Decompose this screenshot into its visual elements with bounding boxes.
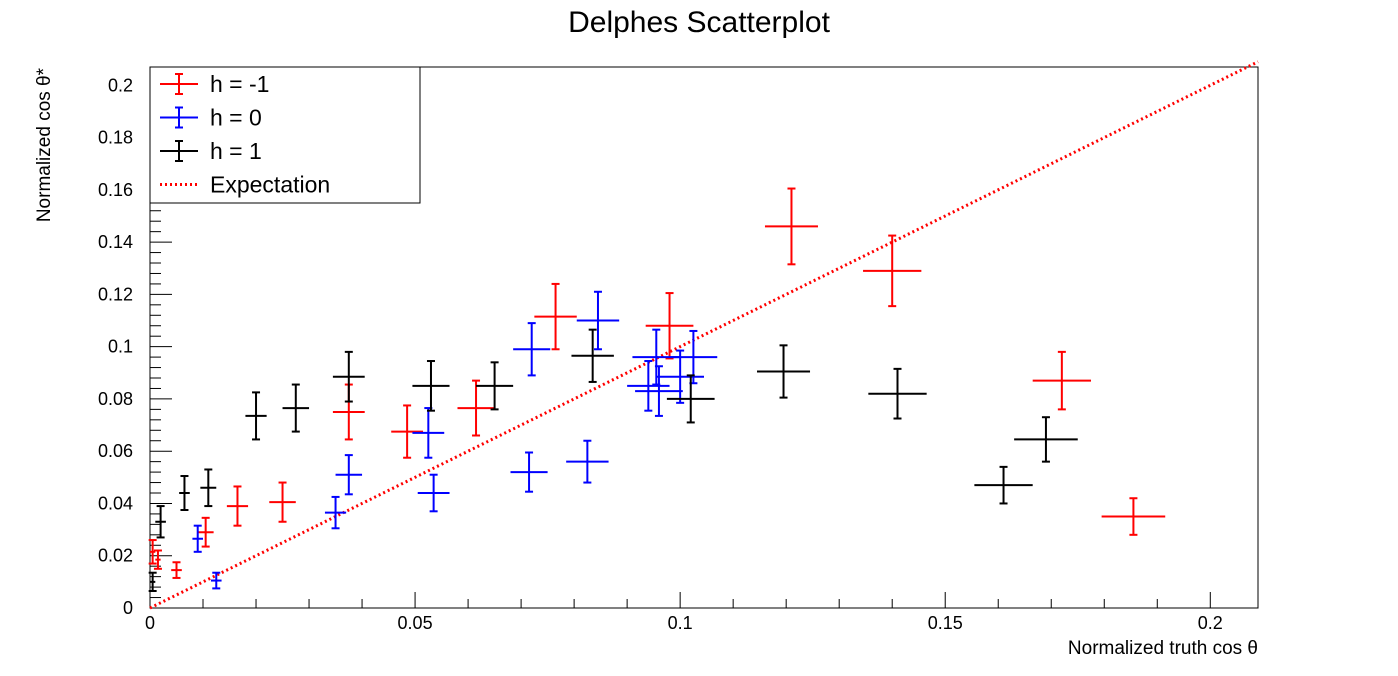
data-point bbox=[179, 475, 190, 511]
data-point bbox=[148, 571, 157, 593]
legend-marker bbox=[160, 140, 198, 162]
data-point bbox=[566, 439, 609, 484]
data-point bbox=[1101, 497, 1166, 536]
series-0 bbox=[148, 187, 1166, 579]
data-point bbox=[153, 549, 162, 570]
data-point bbox=[476, 361, 514, 411]
legend-marker bbox=[160, 106, 198, 129]
data-point bbox=[510, 451, 548, 493]
data-point bbox=[412, 360, 450, 412]
data-point bbox=[226, 485, 249, 527]
data-point bbox=[764, 187, 818, 266]
y-tick-label: 0.14 bbox=[98, 232, 133, 252]
y-tick-label: 0.12 bbox=[98, 284, 133, 304]
y-tick-label: 0.06 bbox=[98, 441, 133, 461]
data-point bbox=[412, 407, 445, 459]
data-point bbox=[635, 365, 683, 417]
chart-title: Delphes Scatterplot bbox=[568, 6, 830, 39]
x-tick-label: 0.1 bbox=[668, 613, 693, 633]
series-2 bbox=[148, 328, 1078, 593]
y-tick-label: 0.16 bbox=[98, 180, 133, 200]
data-point bbox=[1032, 350, 1092, 411]
data-point bbox=[148, 539, 157, 565]
data-point bbox=[417, 473, 450, 513]
data-point bbox=[210, 571, 222, 590]
y-tick-label: 0.1 bbox=[108, 337, 133, 357]
legend-label: h = -1 bbox=[210, 71, 269, 97]
data-point bbox=[513, 322, 551, 377]
data-point bbox=[282, 383, 310, 433]
x-tick-label: 0.15 bbox=[928, 613, 963, 633]
data-point bbox=[571, 328, 614, 383]
data-point bbox=[155, 505, 166, 539]
y-tick-label: 0.02 bbox=[98, 546, 133, 566]
legend-label: h = 0 bbox=[210, 105, 262, 131]
series-1 bbox=[192, 290, 718, 590]
x-tick-label: 0.2 bbox=[1198, 613, 1223, 633]
data-point bbox=[627, 360, 670, 412]
data-point bbox=[269, 481, 296, 523]
x-tick-label: 0 bbox=[145, 613, 155, 633]
data-point bbox=[457, 379, 495, 437]
x-tick-label: 0.05 bbox=[398, 613, 433, 633]
data-point bbox=[656, 349, 704, 404]
data-point bbox=[332, 350, 365, 403]
data-point bbox=[666, 374, 715, 424]
plot-area: 0 0.05 0.1 0.15 0.2 0 0.02 0.04 0.06 0.08 0.1 0.12 0… bbox=[98, 60, 1259, 633]
data-point bbox=[645, 292, 694, 360]
plot-frame bbox=[149, 66, 1259, 609]
legend-box bbox=[149, 66, 421, 204]
data-point bbox=[863, 234, 922, 308]
data-point bbox=[534, 282, 577, 351]
data-point bbox=[391, 404, 424, 459]
y-tick-label: 0.08 bbox=[98, 389, 133, 409]
data-point bbox=[576, 290, 620, 351]
data-point bbox=[171, 561, 182, 579]
legend: h = -1 h = 0 h = 1 Expectation bbox=[149, 66, 421, 204]
data-point bbox=[335, 454, 363, 496]
data-point bbox=[868, 367, 927, 420]
data-point bbox=[1014, 416, 1078, 463]
legend-label: Expectation bbox=[210, 172, 330, 198]
data-point bbox=[192, 524, 204, 553]
y-tick-label: 0 bbox=[123, 598, 133, 618]
data-point bbox=[324, 495, 347, 530]
y-tick-label: 0.2 bbox=[108, 75, 133, 95]
data-point bbox=[197, 516, 214, 548]
legend-label: h = 1 bbox=[210, 138, 262, 164]
legend-marker bbox=[160, 73, 198, 95]
data-point bbox=[200, 468, 217, 508]
data-point bbox=[974, 465, 1033, 505]
y-tick-label: 0.04 bbox=[98, 493, 133, 513]
y-axis-title: Normalized cos θ* bbox=[34, 67, 55, 222]
y-tick-label: 0.18 bbox=[98, 128, 133, 148]
data-point bbox=[757, 344, 811, 399]
x-axis-title: Normalized truth cos θ bbox=[1068, 638, 1258, 659]
data-point bbox=[245, 391, 267, 441]
